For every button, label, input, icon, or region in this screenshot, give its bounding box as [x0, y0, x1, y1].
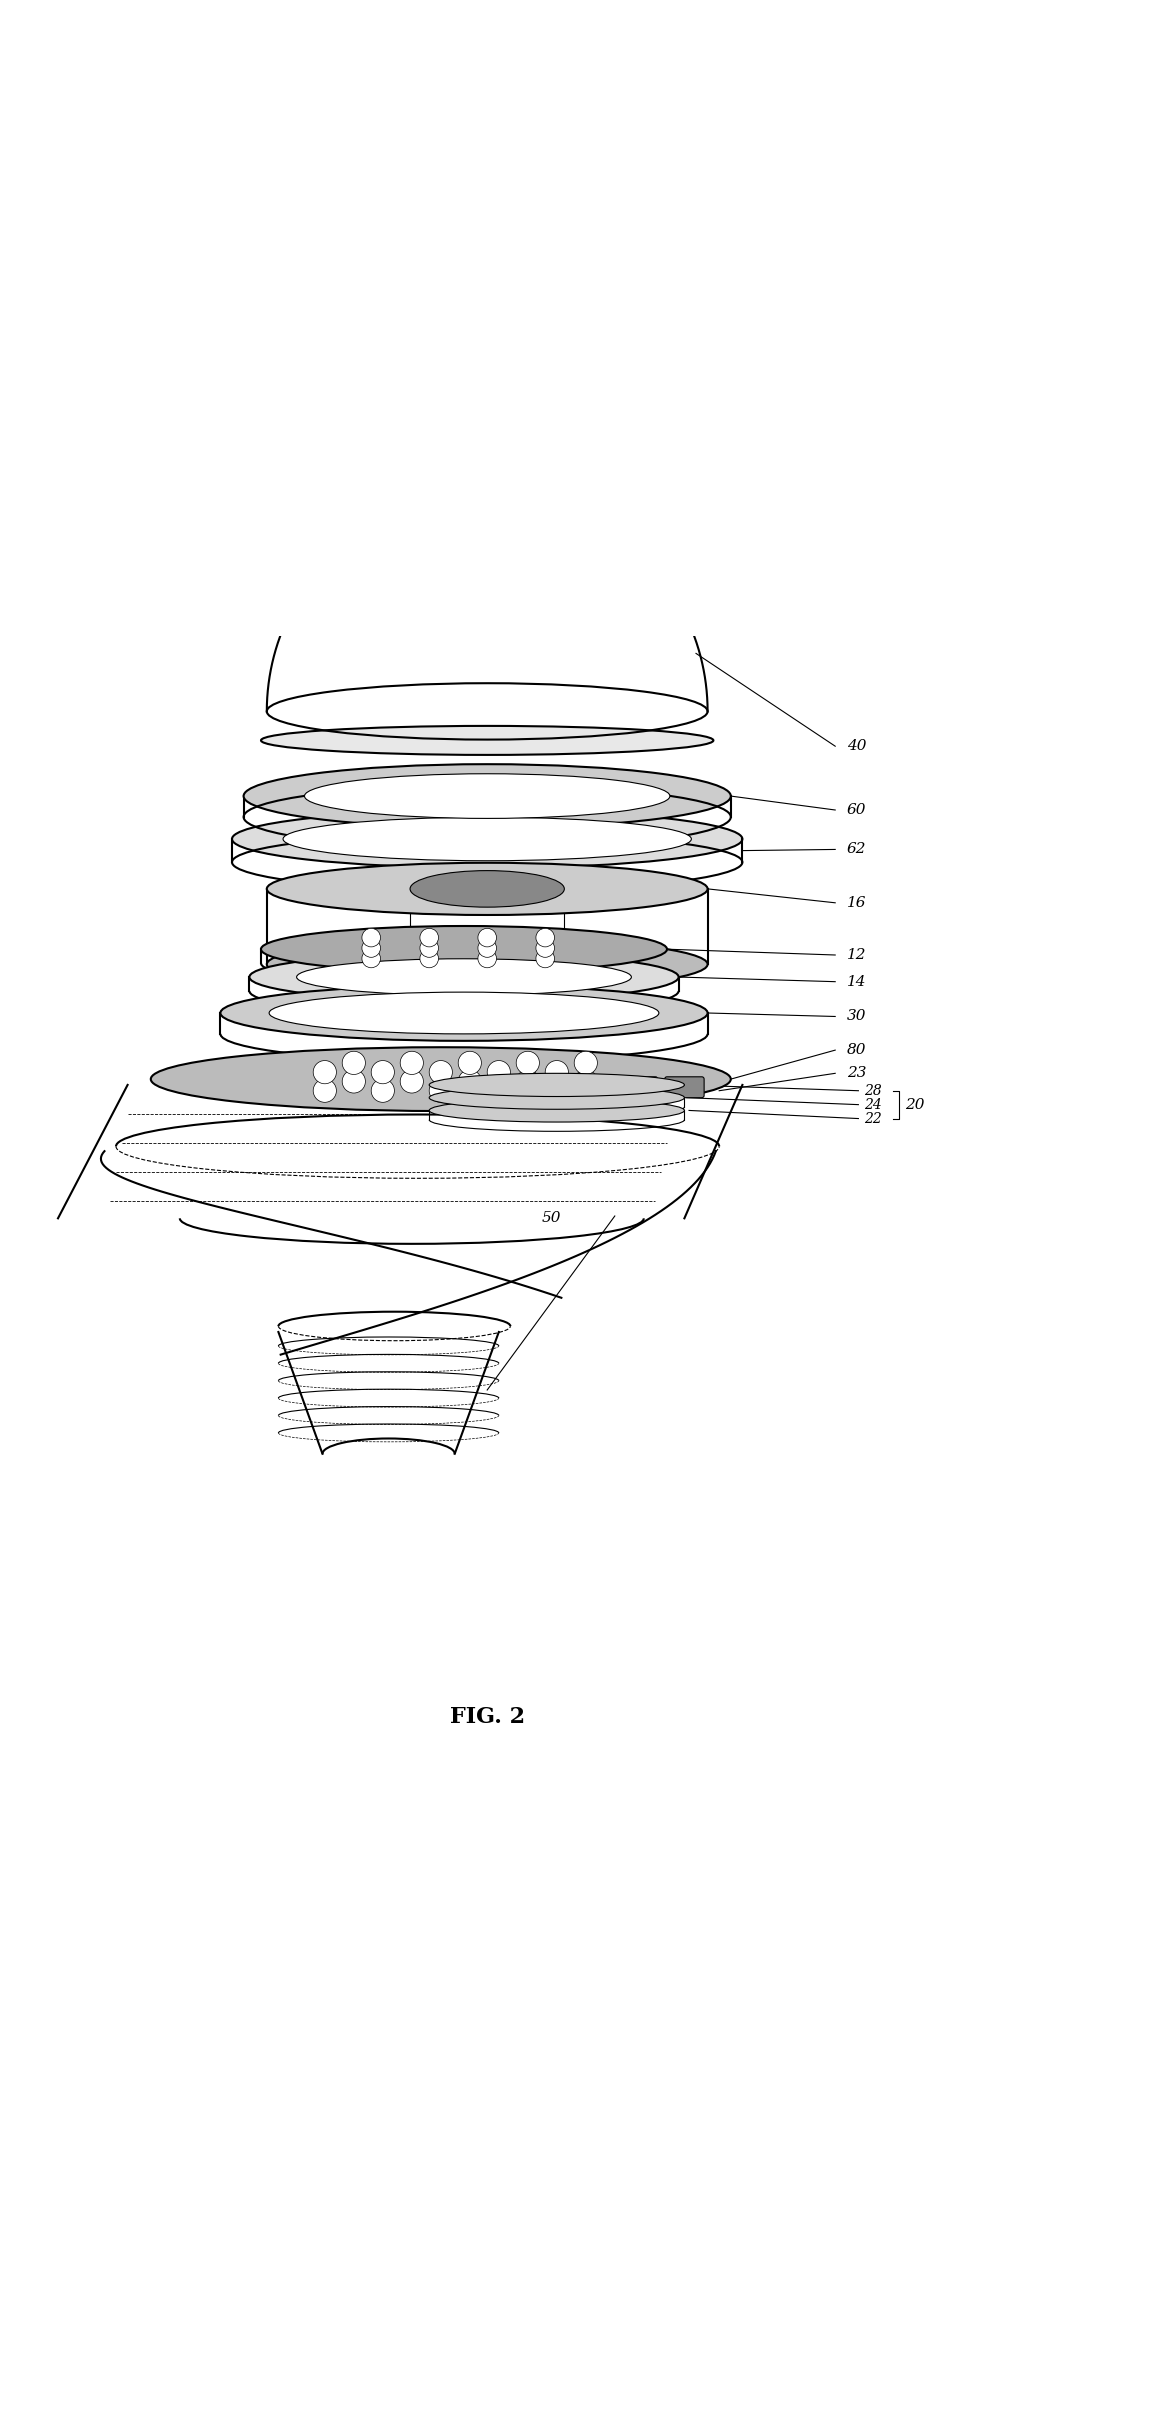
- Circle shape: [429, 1080, 452, 1102]
- Circle shape: [574, 1070, 597, 1092]
- Circle shape: [371, 1080, 394, 1102]
- Circle shape: [371, 1060, 394, 1085]
- Text: 50: 50: [542, 1211, 560, 1226]
- Ellipse shape: [232, 810, 742, 868]
- Circle shape: [400, 1070, 423, 1092]
- Ellipse shape: [429, 1073, 684, 1097]
- Text: 28: 28: [864, 1085, 882, 1097]
- Circle shape: [536, 929, 554, 946]
- Text: 40: 40: [847, 739, 867, 754]
- Ellipse shape: [267, 863, 708, 914]
- Ellipse shape: [411, 871, 564, 907]
- Circle shape: [313, 1060, 336, 1085]
- Ellipse shape: [283, 817, 691, 861]
- Text: 12: 12: [847, 948, 867, 963]
- Text: 30: 30: [847, 1009, 867, 1024]
- Circle shape: [400, 1051, 423, 1075]
- Circle shape: [458, 1051, 481, 1075]
- Circle shape: [516, 1051, 539, 1075]
- Circle shape: [487, 1080, 510, 1102]
- Circle shape: [342, 1051, 365, 1075]
- FancyBboxPatch shape: [665, 1077, 704, 1097]
- Ellipse shape: [261, 725, 713, 754]
- Circle shape: [487, 1060, 510, 1085]
- Text: 20: 20: [905, 1097, 925, 1111]
- Circle shape: [420, 939, 438, 958]
- Circle shape: [458, 1070, 481, 1092]
- Circle shape: [362, 929, 380, 946]
- Ellipse shape: [151, 1048, 731, 1111]
- FancyBboxPatch shape: [572, 1077, 611, 1097]
- Circle shape: [420, 948, 438, 968]
- Circle shape: [478, 948, 496, 968]
- Text: 23: 23: [847, 1065, 867, 1080]
- Text: 16: 16: [847, 895, 867, 910]
- Circle shape: [545, 1080, 568, 1102]
- Ellipse shape: [244, 764, 731, 827]
- Circle shape: [536, 948, 554, 968]
- Ellipse shape: [267, 939, 708, 990]
- Text: 80: 80: [847, 1043, 867, 1058]
- Ellipse shape: [304, 773, 670, 820]
- FancyBboxPatch shape: [618, 1077, 658, 1097]
- Text: 24: 24: [864, 1097, 882, 1111]
- Ellipse shape: [429, 1099, 684, 1121]
- Ellipse shape: [297, 958, 631, 995]
- Ellipse shape: [261, 927, 667, 973]
- Circle shape: [478, 929, 496, 946]
- Ellipse shape: [220, 985, 708, 1041]
- Ellipse shape: [249, 953, 679, 1002]
- Text: 60: 60: [847, 803, 867, 817]
- Text: 62: 62: [847, 841, 867, 856]
- Circle shape: [313, 1080, 336, 1102]
- Text: 14: 14: [847, 975, 867, 990]
- Circle shape: [545, 1060, 568, 1085]
- Circle shape: [362, 948, 380, 968]
- Circle shape: [429, 1060, 452, 1085]
- Circle shape: [574, 1051, 597, 1075]
- Circle shape: [342, 1070, 365, 1092]
- Circle shape: [516, 1070, 539, 1092]
- Circle shape: [362, 939, 380, 958]
- Circle shape: [420, 929, 438, 946]
- Text: 22: 22: [864, 1111, 882, 1126]
- Text: FIG. 2: FIG. 2: [450, 1707, 524, 1729]
- Circle shape: [536, 939, 554, 958]
- Ellipse shape: [269, 992, 659, 1034]
- Ellipse shape: [429, 1087, 684, 1109]
- Circle shape: [478, 939, 496, 958]
